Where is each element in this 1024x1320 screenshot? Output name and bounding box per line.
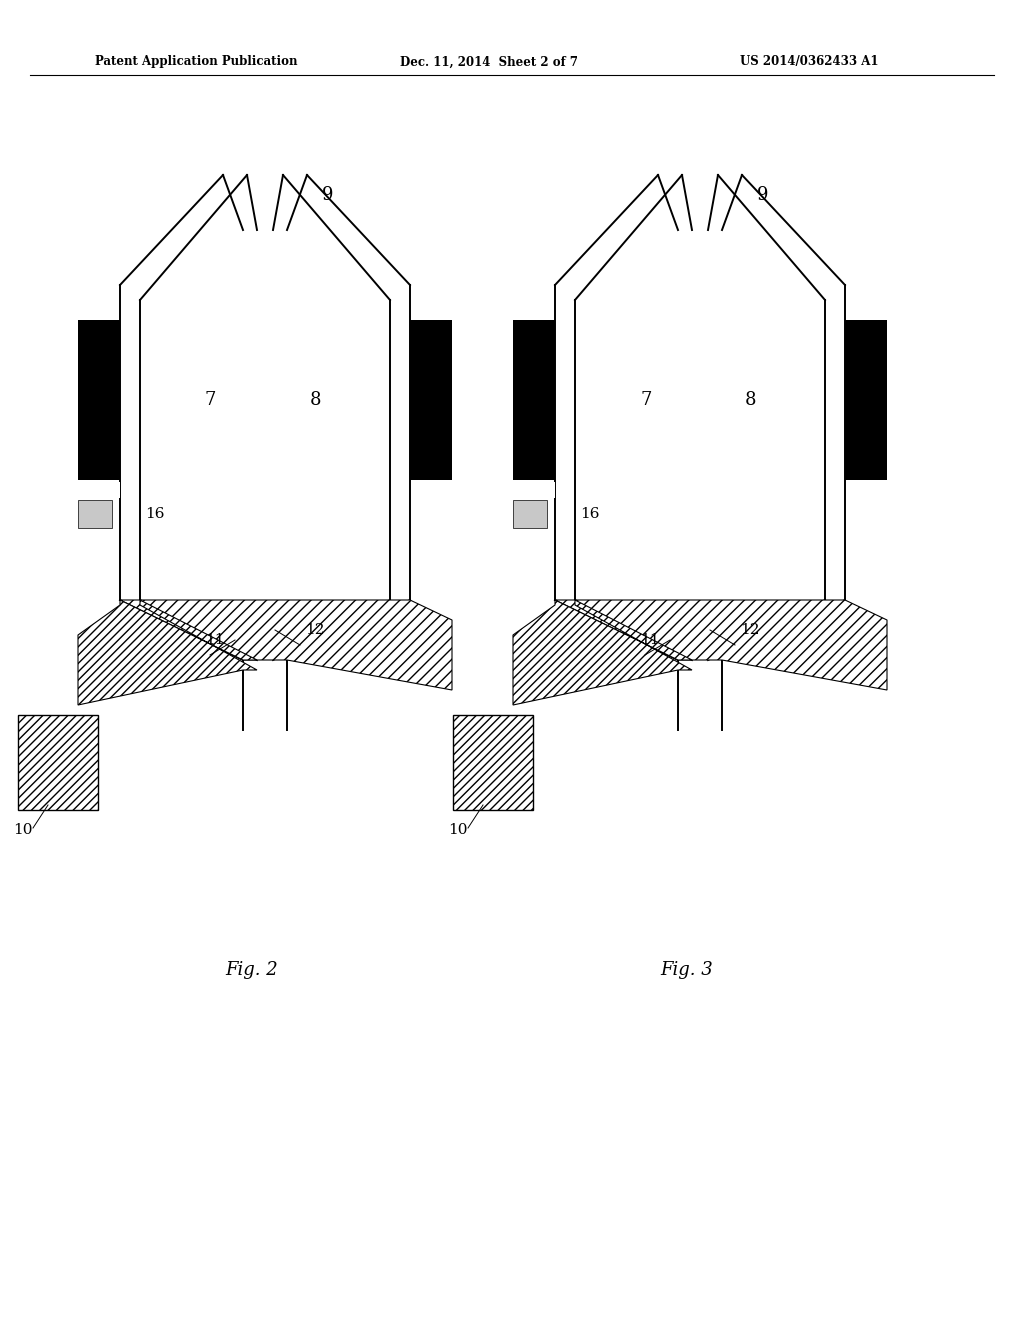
Text: Fig. 2: Fig. 2 (225, 961, 278, 979)
Text: Fig. 3: Fig. 3 (660, 961, 713, 979)
Text: 8: 8 (310, 391, 322, 409)
Text: Patent Application Publication: Patent Application Publication (95, 55, 298, 69)
Bar (845, 319, 887, 480)
Bar (18, 715, 98, 810)
Text: 16: 16 (580, 507, 599, 521)
Polygon shape (78, 601, 257, 705)
Text: 11: 11 (205, 634, 224, 647)
Text: 10: 10 (13, 822, 33, 837)
Bar (78, 319, 120, 480)
Bar (513, 482, 555, 498)
Text: US 2014/0362433 A1: US 2014/0362433 A1 (740, 55, 879, 69)
Text: 8: 8 (745, 391, 757, 409)
Text: 9: 9 (322, 186, 334, 205)
Text: 9: 9 (757, 186, 768, 205)
Text: 12: 12 (740, 623, 760, 638)
Text: 16: 16 (145, 507, 165, 521)
Bar (453, 715, 534, 810)
Bar (78, 500, 112, 528)
Text: 7: 7 (640, 391, 651, 409)
Polygon shape (513, 601, 692, 705)
Bar (410, 319, 452, 480)
Bar (513, 500, 547, 528)
Polygon shape (555, 601, 887, 690)
Text: 12: 12 (305, 623, 325, 638)
Text: 7: 7 (205, 391, 216, 409)
Text: 10: 10 (449, 822, 468, 837)
Polygon shape (120, 601, 452, 690)
Bar (78, 482, 120, 498)
Bar (513, 319, 555, 480)
Text: Dec. 11, 2014  Sheet 2 of 7: Dec. 11, 2014 Sheet 2 of 7 (400, 55, 578, 69)
Text: 11: 11 (640, 634, 659, 647)
